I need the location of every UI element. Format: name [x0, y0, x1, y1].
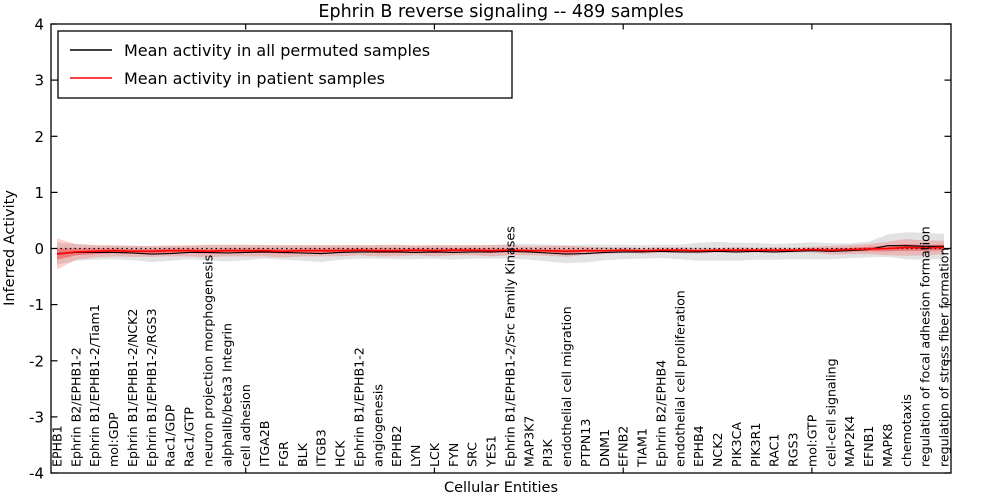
x-tick-label: Ephrin B1/EPHB1-2	[352, 347, 367, 467]
y-tick-label: -1	[29, 296, 44, 314]
x-tick-label: Ephrin B1/EPHB1-2/Tiam1	[87, 304, 102, 467]
x-tick-label: RGS3	[786, 432, 801, 467]
series-lines	[51, 245, 951, 255]
permuted-std-band	[57, 232, 944, 265]
x-tick-labels: EPHB1 Ephrin B2/EPHB1-2 Ephrin B1/EPHB1-2/…	[50, 226, 952, 468]
x-tick-label: MAPK8	[880, 424, 895, 467]
x-tick-label: EPHB1	[50, 425, 65, 467]
x-tick-label: Ephrin B1/EPHB1-2/NCK2	[125, 309, 140, 467]
y-tick-label: -4	[29, 465, 44, 483]
y-axis-label: Inferred Activity	[2, 190, 18, 306]
legend-label-permuted: Mean activity in all permuted samples	[124, 41, 430, 60]
y-tick-label: 4	[34, 16, 44, 34]
x-tick-label: Ephrin B1/EPHB1-2/RGS3	[144, 309, 159, 467]
patient-mean-line	[56, 246, 945, 255]
x-tick-label: endothelial cell migration	[559, 306, 574, 467]
y-tick-label: 3	[34, 72, 44, 90]
legend-box	[57, 30, 513, 99]
x-tick-label: ITGA2B	[257, 421, 272, 467]
x-tick-label: NCK2	[710, 433, 725, 468]
x-tick-label: RAC1	[767, 434, 782, 467]
axis-ticks	[51, 23, 951, 474]
x-tick-label: SRC	[465, 442, 480, 467]
x-tick-label: Rac1/GTP	[182, 407, 197, 467]
legend-label-patient: Mean activity in patient samples	[124, 69, 385, 88]
x-tick-label: cell-cell signaling	[823, 358, 838, 467]
y-tick-label: 0	[34, 240, 44, 258]
y-tick-label: -3	[29, 408, 44, 426]
y-tick-label: -2	[29, 352, 44, 370]
x-tick-label: mol:GTP	[804, 414, 819, 467]
patient-std-band	[57, 238, 944, 270]
x-tick-label: endothelial cell proliferation	[672, 290, 687, 467]
x-tick-label: ITGB3	[314, 429, 329, 467]
x-tick-label: Rac1/GDP	[163, 404, 178, 467]
x-tick-label: BLK	[295, 442, 310, 467]
x-tick-label: LCK	[427, 442, 442, 467]
x-tick-label: PTPN13	[578, 419, 593, 467]
x-tick-label: TIAM1	[635, 428, 650, 468]
y-tick-label: 1	[34, 184, 44, 202]
x-tick-label: regulation of focal adhesion formation	[918, 226, 933, 467]
x-tick-label: Ephrin B2/EPHB4	[653, 360, 668, 467]
x-tick-label: FGR	[276, 441, 291, 467]
y-tick-labels: 4 3 2 1 0 -1 -2 -3 -4	[29, 16, 44, 483]
x-tick-label: EFNB1	[861, 426, 876, 467]
x-tick-label: cell adhesion	[238, 384, 253, 467]
x-tick-label: HCK	[333, 440, 348, 467]
x-tick-label: EPHB2	[389, 425, 404, 467]
y-tick-label: 2	[34, 128, 44, 146]
chart-title: Ephrin B reverse signaling -- 489 sample…	[318, 2, 683, 22]
x-tick-label: Ephrin B2/EPHB1-2	[68, 347, 83, 467]
x-tick-label: chemotaxis	[899, 394, 914, 467]
x-tick-label: mol:GDP	[106, 412, 121, 467]
x-tick-label: FYN	[446, 443, 461, 467]
x-tick-label: MAP3K7	[521, 416, 536, 467]
permuted-mean-line	[56, 245, 944, 255]
x-tick-label: angiogenesis	[370, 384, 385, 467]
x-tick-label: DNM1	[597, 429, 612, 467]
x-tick-label: PI3K	[540, 439, 555, 467]
x-tick-label: alphaIIb/beta3 Integrin	[219, 323, 234, 467]
x-tick-label: EFNB2	[616, 426, 631, 467]
x-tick-label: MAP2K4	[842, 416, 857, 467]
x-axis-label: Cellular Entities	[444, 480, 558, 496]
legend: Mean activity in all permuted samples Me…	[57, 30, 513, 99]
x-tick-label: PIK3R1	[748, 423, 763, 467]
x-tick-label: regulation of stress fiber formation	[937, 248, 952, 467]
x-tick-label: LYN	[408, 445, 423, 467]
x-tick-label: YES1	[484, 435, 499, 468]
x-tick-label: PIK3CA	[729, 422, 744, 467]
x-tick-label: Ephrin B1/EPHB1-2/Src Family Kinases	[502, 226, 517, 467]
x-tick-label: EPHB4	[691, 425, 706, 467]
x-tick-label: neuron projection morphogenesis	[201, 255, 216, 467]
